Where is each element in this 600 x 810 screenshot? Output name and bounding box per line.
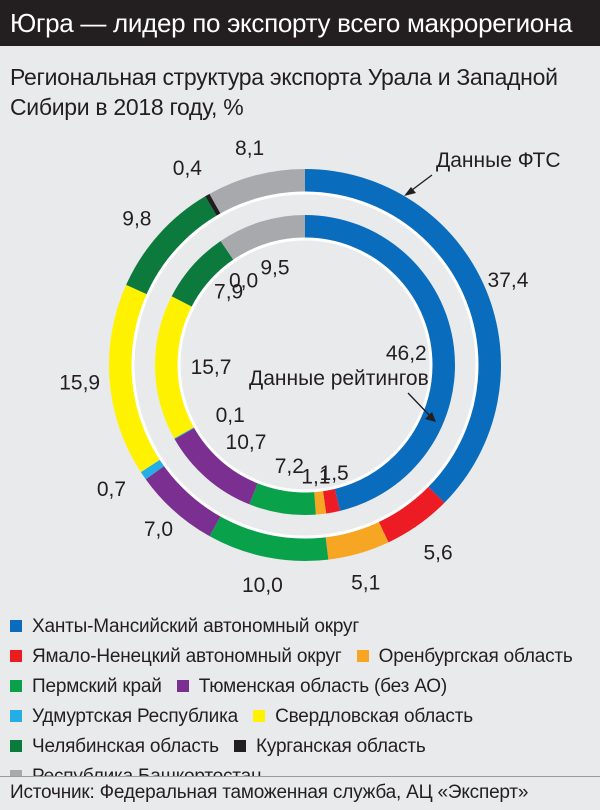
outer-ring-segment-chelyabinsk [126,196,218,295]
outer-ring-segment-kurgan [205,193,222,217]
legend-item-khmao: Ханты-Мансийский автономный округ [10,616,359,637]
legend-swatch-tyumen [176,680,189,692]
inner-ring-segment-udmurtia [174,426,196,440]
fts-annotation-label: Данные ФТС [436,149,560,172]
inner-value-label-khmao: 46,2 [386,342,427,365]
subtitle-line-2: Сибири в 2018 году, % [10,94,244,120]
fts-annotation-arrowhead [404,187,416,196]
inner-value-label-yanao: 1,5 [320,462,349,485]
outer-ring-segment-udmurtia [140,458,166,480]
legend-swatch-sverdlovsk [253,710,266,722]
outer-value-label-udmurtia: 0,7 [97,478,126,501]
outer-value-label-yanao: 5,6 [423,542,452,565]
outer-value-label-kurgan: 0,4 [173,157,203,180]
inner-value-label-kurgan: 0,0 [229,270,258,293]
outer-ring-segment-tyumen [145,465,222,537]
outer-ring-fts [109,169,501,561]
legend-item-tyumen: Тюменская область (без АО) [176,676,447,697]
outer-ring-segment-sverdlovsk [109,284,161,473]
ratings-annotation-arrowhead [425,412,436,422]
outer-ring-segment-perm [209,515,329,561]
inner-ring-segment-yanao [322,487,341,514]
outer-value-label-khmao: 37,4 [488,269,529,292]
legend-item-orenburg: Оренбургская область [356,646,573,667]
inner-ring-segment-orenburg [314,489,327,515]
legend-item-udmurtia: Удмуртская Республика [10,706,238,727]
outer-value-label-tyumen: 7,0 [144,518,173,541]
legend-swatch-perm [10,680,22,692]
inner-value-label-orenburg: 1,1 [301,465,330,488]
ratings-annotation-arrow-line [407,392,433,419]
value-labels: 37,4 5,6 5,1 10,0 7,0 0,7 15,9 9,8 0,4 8,1 46,2 1,5… [59,137,529,597]
chart-subtitle: Региональная структура экспорта Урала и … [10,62,590,122]
inner-ring-segment-tyumen [174,427,259,505]
legend: Ханты-Мансийский автономный округ Ямало-… [10,612,590,792]
inner-ring-segment-khmao [305,215,456,511]
legend-item-yanao: Ямало-Ненецкий автономный округ [10,646,342,667]
inner-ring-segment-chelyabinsk [171,240,235,308]
fts-annotation: Данные ФТС [404,149,560,196]
source-note: Источник: Федеральная таможенная служба,… [0,776,600,810]
inner-value-label-chelyabinsk: 7,9 [214,280,243,303]
outer-value-label-sverdlovsk: 15,9 [59,371,100,394]
outer-value-label-perm: 10,0 [242,574,283,597]
inner-ring-segment-perm [249,481,316,515]
legend-item-chelyabinsk: Челябинская область [10,736,219,757]
outer-value-label-bashkortostan: 8,1 [235,137,264,160]
legend-item-kurgan: Курганская область [233,736,426,757]
legend-swatch-chelyabinsk [10,740,22,752]
donut-chart: 37,4 5,6 5,1 10,0 7,0 0,7 15,9 9,8 0,4 8,1 46,2 1,5… [59,137,560,597]
outer-ring-segment-bashkortostan [209,169,305,215]
legend-swatch-udmurtia [10,710,22,722]
outer-value-label-orenburg: 5,1 [351,571,380,594]
legend-swatch-orenburg [356,650,369,662]
inner-ring-segment-sverdlovsk [155,296,196,439]
subtitle-line-1: Региональная структура экспорта Урала и … [10,64,558,90]
chart-panel [0,46,600,776]
ratings-annotation: Данные рейтингов [249,367,436,422]
legend-swatch-khmao [10,620,22,632]
inner-value-label-udmurtia: 0,1 [216,404,245,427]
inner-value-label-sverdlovsk: 15,7 [191,356,232,379]
legend-item-sverdlovsk: Свердловская область [253,706,473,727]
inner-value-label-bashkortostan: 9,5 [260,257,289,280]
inner-value-label-tyumen: 10,7 [226,431,267,454]
legend-swatch-kurgan [233,740,246,752]
outer-ring-segment-khmao [305,169,501,503]
legend-swatch-yanao [10,650,22,662]
inner-ring-ratings [155,215,456,515]
inner-ring-inner-edge [177,237,433,493]
outer-ring-segment-orenburg [325,520,389,560]
ratings-annotation-label: Данные рейтингов [249,367,429,390]
outer-ring-inner-edge [131,191,479,539]
legend-item-perm: Пермский край [10,676,162,697]
page-title: Югра — лидер по экспорту всего макрореги… [0,0,600,46]
inner-value-label-perm: 7,2 [275,455,304,478]
outer-ring-segment-yanao [378,485,445,543]
outer-value-label-chelyabinsk: 9,8 [122,207,151,230]
inner-ring-segment-bashkortostan [220,215,305,261]
